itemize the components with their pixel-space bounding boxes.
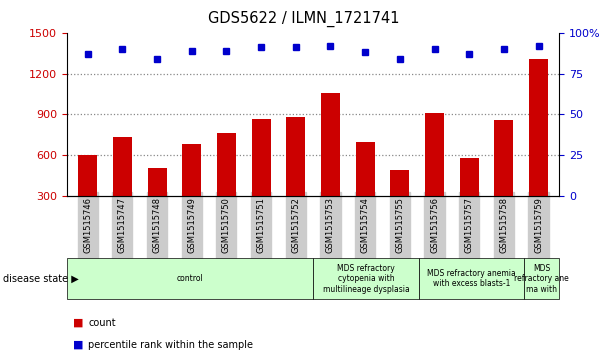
Text: percentile rank within the sample: percentile rank within the sample <box>88 340 253 350</box>
Bar <box>78 155 97 196</box>
Text: control: control <box>177 274 203 283</box>
Text: ■: ■ <box>73 318 83 328</box>
Text: GDS5622 / ILMN_1721741: GDS5622 / ILMN_1721741 <box>209 11 399 27</box>
Bar <box>148 168 167 196</box>
Text: ■: ■ <box>73 340 83 350</box>
Text: count: count <box>88 318 116 328</box>
Bar <box>356 142 375 196</box>
Text: MDS refractory
cytopenia with
multilineage dysplasia: MDS refractory cytopenia with multilinea… <box>322 264 409 294</box>
Bar <box>425 113 444 196</box>
Bar <box>113 138 132 196</box>
Bar <box>182 144 201 196</box>
Bar <box>529 58 548 196</box>
Bar <box>321 93 340 196</box>
Bar <box>286 117 305 196</box>
Text: disease state ▶: disease state ▶ <box>3 274 79 284</box>
Bar <box>494 120 513 196</box>
Bar <box>460 158 478 196</box>
Bar <box>390 170 409 196</box>
Bar <box>252 119 271 196</box>
Bar <box>217 133 236 196</box>
Text: MDS refractory anemia
with excess blasts-1: MDS refractory anemia with excess blasts… <box>427 269 516 288</box>
Text: MDS
refractory ane
ma with: MDS refractory ane ma with <box>514 264 569 294</box>
